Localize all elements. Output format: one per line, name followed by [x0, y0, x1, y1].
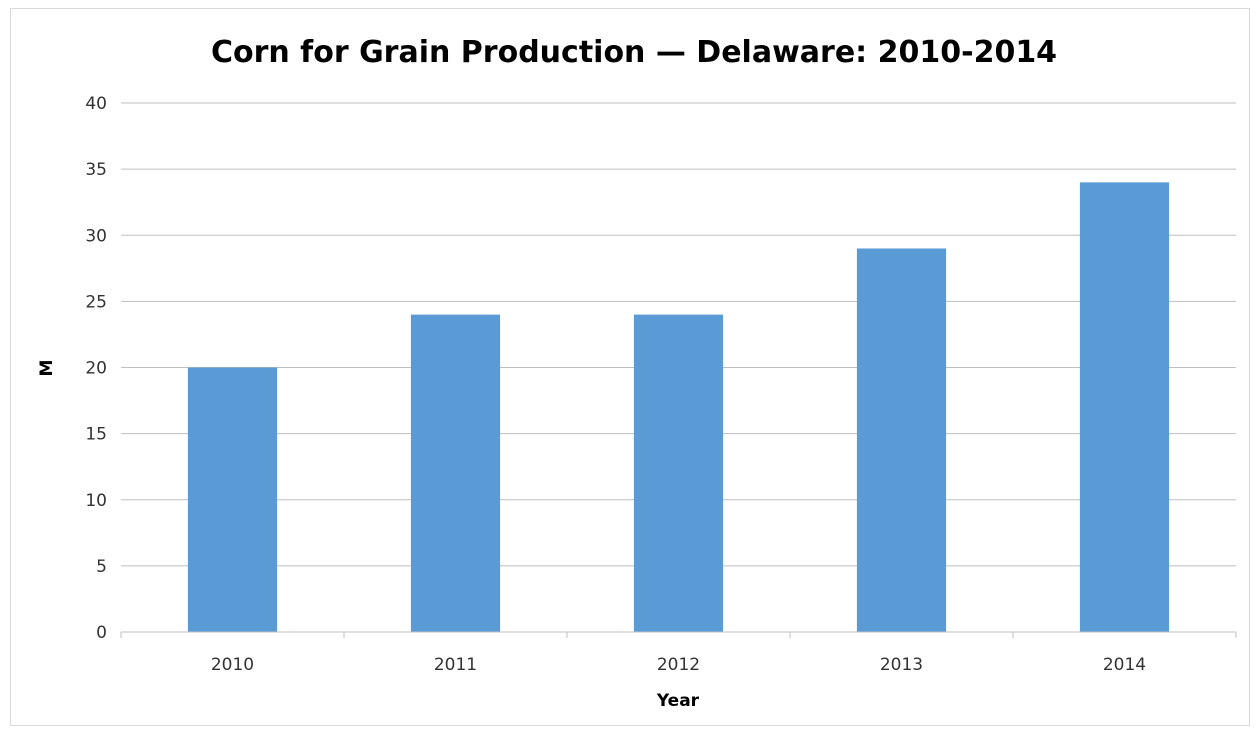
- y-axis-ticks: 0 5 10 15 20 25 30 35 40: [85, 94, 107, 643]
- y-tick-label: 30: [85, 226, 107, 246]
- x-tick-label: 2012: [657, 655, 700, 675]
- x-tick-label: 2013: [880, 655, 923, 675]
- y-tick-label: 0: [96, 623, 107, 643]
- bar-2012: [633, 314, 724, 632]
- x-axis-label: Year: [656, 691, 700, 711]
- bar-2014: [1079, 182, 1170, 632]
- y-tick-label: 5: [96, 557, 107, 577]
- y-tick-label: 35: [85, 160, 107, 180]
- y-tick-label: 40: [85, 94, 107, 114]
- bars: [187, 182, 1170, 632]
- bar-2010: [187, 367, 278, 632]
- x-tick-label: 2011: [434, 655, 477, 675]
- bar-2011: [410, 314, 501, 632]
- x-tick-label: 2014: [1103, 655, 1146, 675]
- chart-title: Corn for Grain Production — Delaware: 20…: [211, 35, 1057, 70]
- x-tick-label: 2010: [211, 655, 254, 675]
- y-tick-label: 15: [85, 425, 107, 445]
- x-axis-ticks: 2010 2011 2012 2013 2014: [120, 632, 1237, 675]
- y-tick-label: 20: [85, 359, 107, 379]
- bar-2013: [856, 248, 947, 632]
- y-axis-label: M: [37, 360, 57, 377]
- gridlines: [121, 102, 1236, 567]
- y-tick-label: 25: [85, 292, 107, 312]
- y-tick-label: 10: [85, 491, 107, 511]
